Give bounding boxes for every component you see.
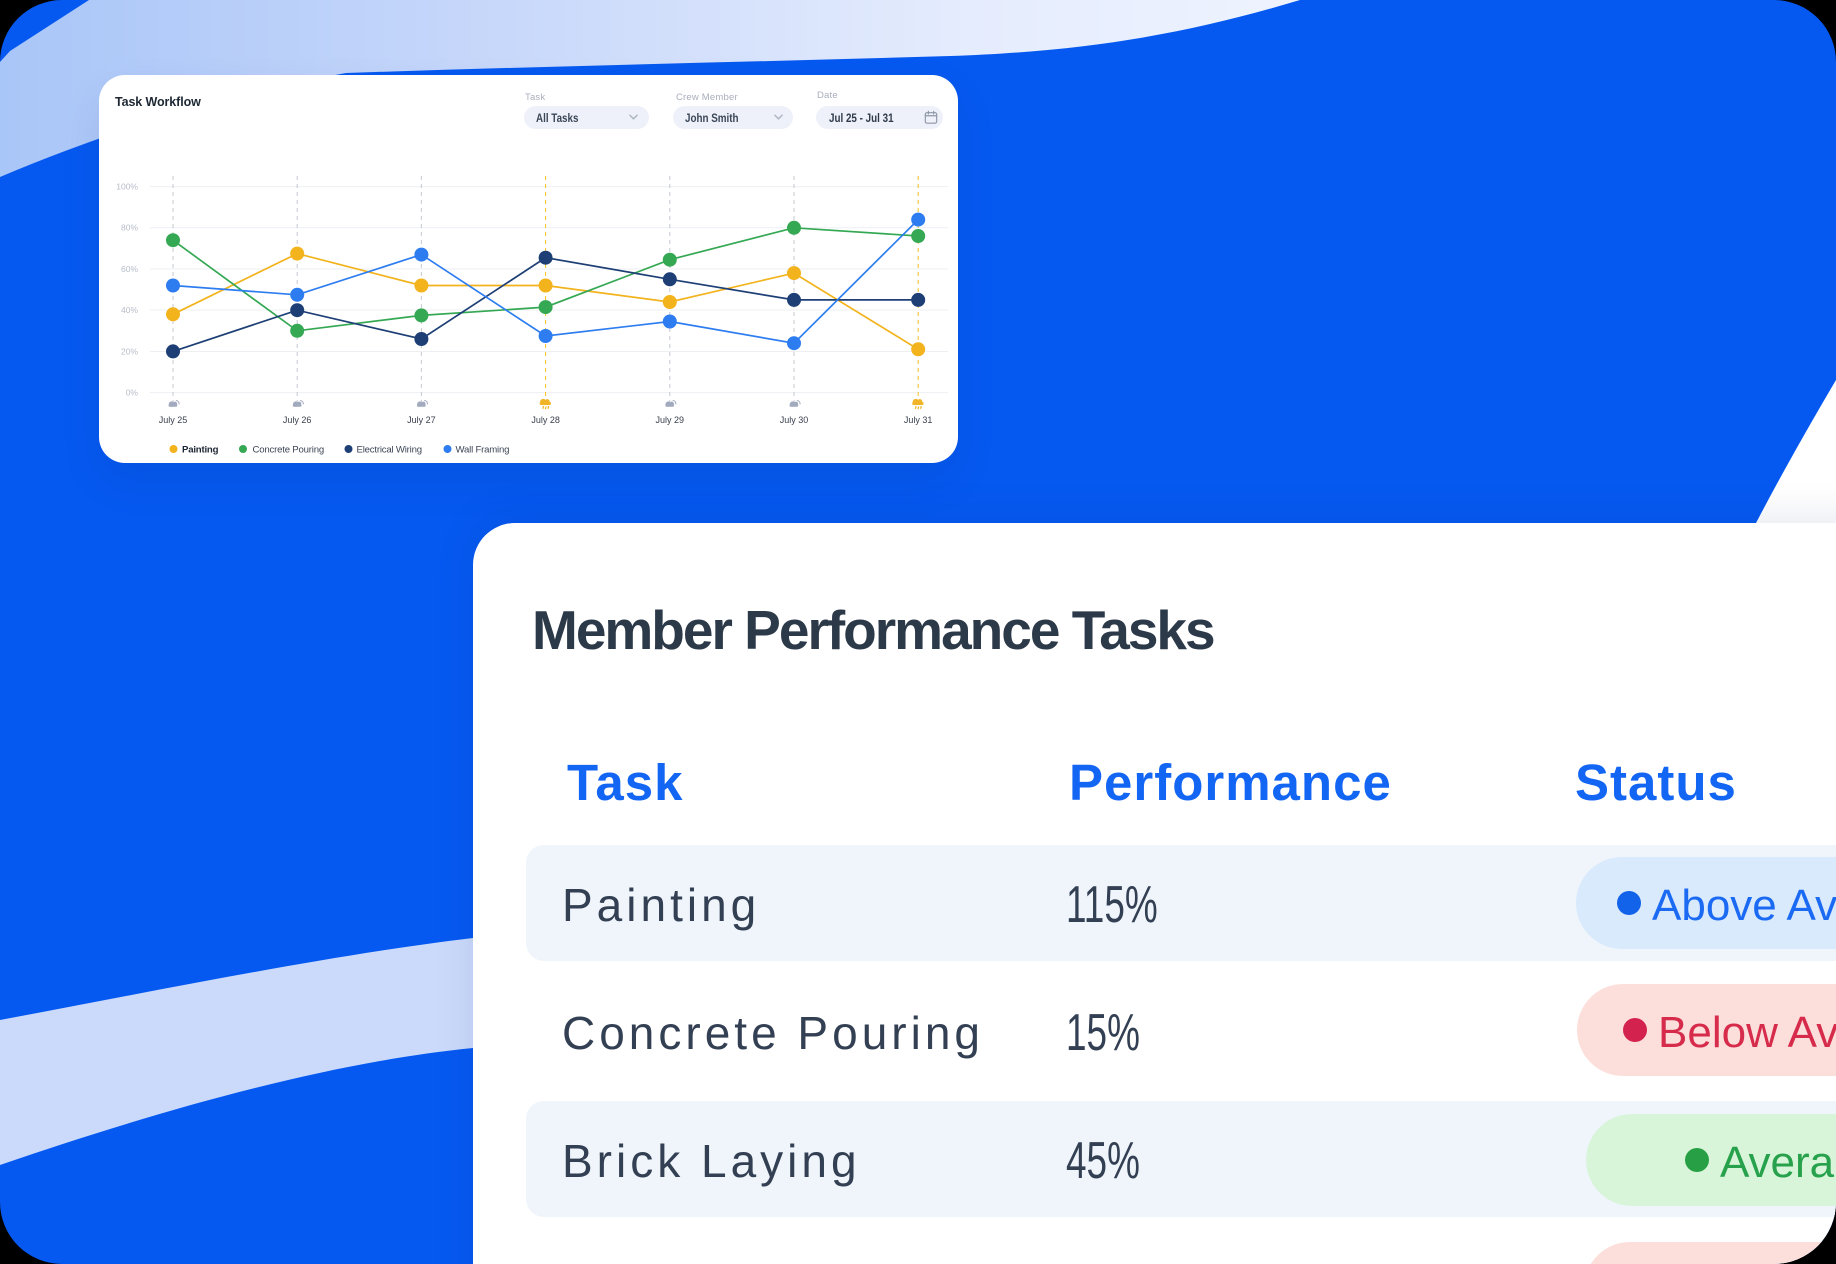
svg-text:Concrete Pouring: Concrete Pouring [253,445,324,456]
svg-text:Painting: Painting [182,445,219,456]
svg-text:July 31: July 31 [904,415,933,425]
svg-text:July 28: July 28 [531,415,560,425]
svg-text:Wall Framing: Wall Framing [456,445,510,456]
svg-text:100%: 100% [116,182,138,192]
svg-text:July 27: July 27 [407,415,436,425]
svg-text:20%: 20% [121,346,138,356]
svg-text:Electrical Wiring: Electrical Wiring [357,445,422,456]
svg-text:40%: 40% [121,305,138,315]
svg-text:80%: 80% [121,223,138,233]
svg-text:60%: 60% [121,264,138,274]
svg-text:July 25: July 25 [159,415,188,425]
svg-text:July 29: July 29 [656,415,685,425]
svg-text:July 30: July 30 [780,415,809,425]
svg-text:July 26: July 26 [283,415,312,425]
svg-text:0%: 0% [126,387,139,397]
